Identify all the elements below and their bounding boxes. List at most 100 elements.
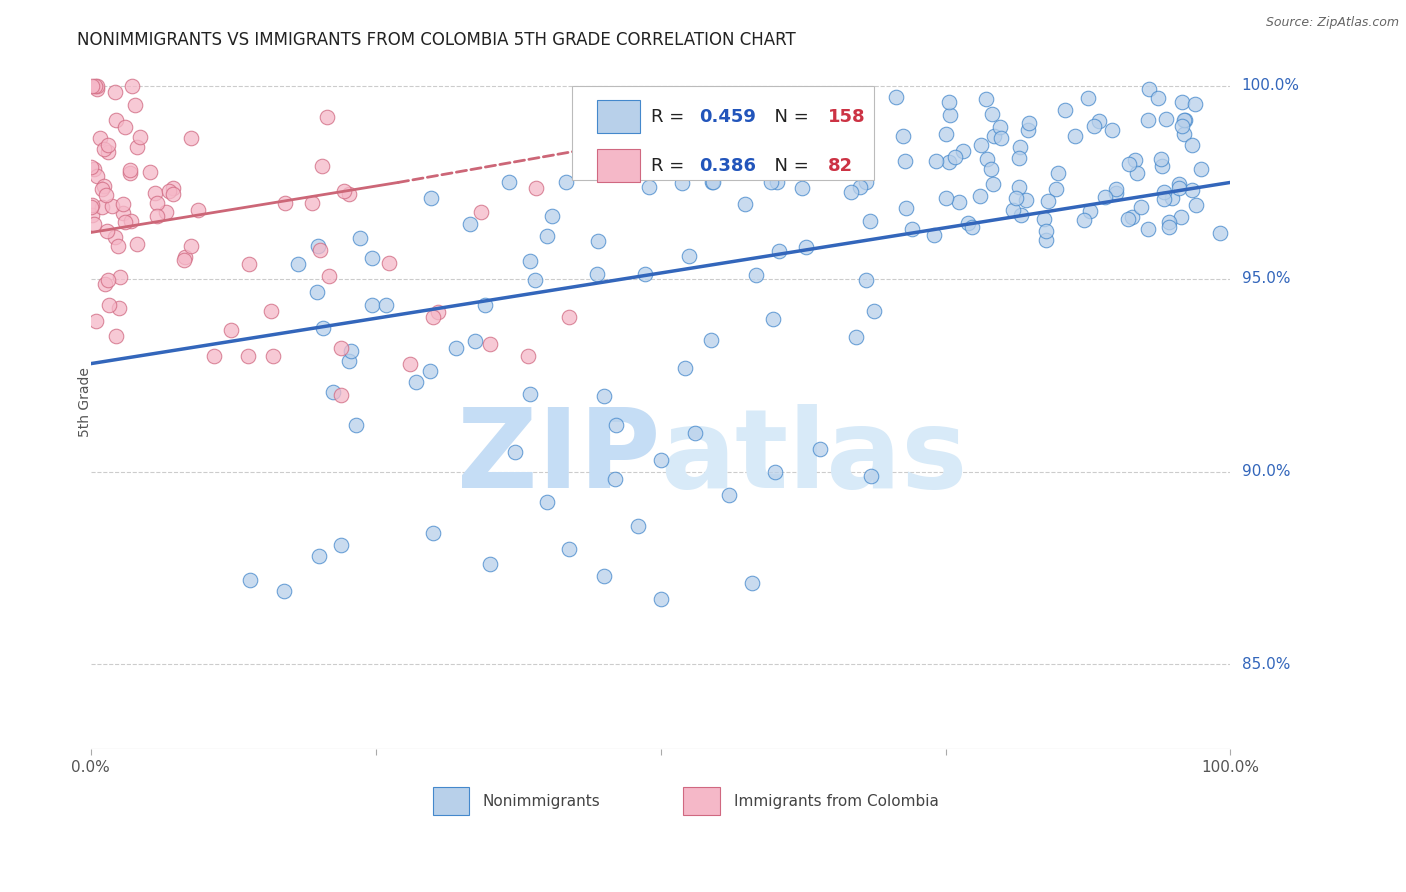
Point bbox=[333, 184, 356, 198]
Point bbox=[762, 312, 785, 326]
Point bbox=[938, 95, 960, 109]
Point bbox=[839, 186, 862, 200]
Point bbox=[862, 303, 884, 318]
Point bbox=[990, 130, 1012, 145]
Point bbox=[162, 181, 184, 195]
Point bbox=[558, 310, 581, 325]
Text: NONIMMIGRANTS VS IMMIGRANTS FROM COLOMBIA 5TH GRADE CORRELATION CHART: NONIMMIGRANTS VS IMMIGRANTS FROM COLOMBI… bbox=[77, 31, 796, 49]
Point bbox=[1083, 120, 1105, 134]
Point bbox=[80, 200, 103, 214]
Point bbox=[792, 181, 814, 195]
Point bbox=[312, 320, 335, 334]
Point bbox=[262, 349, 284, 363]
Point bbox=[104, 85, 127, 99]
Point bbox=[1168, 178, 1191, 192]
Point bbox=[1137, 82, 1160, 96]
Point bbox=[470, 204, 492, 219]
Text: R =: R = bbox=[651, 108, 690, 126]
Point bbox=[145, 186, 167, 200]
Point bbox=[1080, 204, 1102, 219]
Point bbox=[180, 239, 202, 253]
Point bbox=[330, 538, 353, 552]
Text: 0.459: 0.459 bbox=[699, 108, 756, 126]
Text: R =: R = bbox=[651, 156, 690, 175]
Point bbox=[464, 334, 486, 349]
Point bbox=[1171, 95, 1194, 109]
Point bbox=[1137, 113, 1160, 128]
Point bbox=[1094, 189, 1116, 203]
Point bbox=[884, 89, 907, 103]
Point bbox=[1121, 210, 1143, 224]
Point bbox=[349, 230, 371, 244]
Point bbox=[322, 385, 344, 400]
Point bbox=[1153, 192, 1175, 206]
Point bbox=[1116, 211, 1139, 226]
Point bbox=[1152, 160, 1174, 174]
Point bbox=[112, 197, 135, 211]
Point bbox=[339, 186, 361, 201]
Point bbox=[970, 138, 993, 153]
Point bbox=[311, 159, 333, 173]
Point bbox=[1126, 166, 1149, 180]
Text: atlas: atlas bbox=[661, 404, 967, 511]
Point bbox=[541, 209, 564, 223]
Point bbox=[94, 277, 117, 292]
Point bbox=[162, 186, 184, 201]
Point bbox=[337, 354, 360, 368]
Point bbox=[1045, 182, 1067, 196]
Point bbox=[1150, 153, 1173, 167]
Point bbox=[155, 205, 177, 219]
Point bbox=[112, 206, 135, 220]
Point bbox=[759, 175, 782, 189]
Point bbox=[94, 188, 117, 202]
Point bbox=[683, 426, 706, 441]
Point bbox=[107, 301, 129, 315]
Point bbox=[180, 130, 202, 145]
Point bbox=[948, 195, 970, 210]
FancyBboxPatch shape bbox=[433, 788, 470, 815]
Point bbox=[938, 154, 960, 169]
Point bbox=[974, 92, 997, 106]
Text: 100.0%: 100.0% bbox=[1241, 78, 1299, 94]
Point bbox=[340, 344, 363, 359]
Point bbox=[273, 584, 295, 599]
Point bbox=[605, 417, 627, 432]
Point bbox=[91, 201, 114, 215]
Point bbox=[1101, 123, 1123, 137]
Text: ZIP: ZIP bbox=[457, 404, 661, 511]
Point bbox=[627, 518, 650, 533]
Point bbox=[922, 227, 945, 242]
Point bbox=[592, 568, 614, 582]
Point bbox=[114, 120, 136, 134]
Point bbox=[1010, 208, 1032, 222]
Point bbox=[1002, 203, 1025, 218]
Point bbox=[901, 222, 924, 236]
Point bbox=[859, 213, 882, 227]
Point bbox=[80, 198, 103, 212]
Point bbox=[1168, 181, 1191, 195]
Point bbox=[187, 203, 209, 218]
Text: N =: N = bbox=[763, 108, 814, 126]
Point bbox=[1189, 161, 1212, 176]
Point bbox=[83, 78, 105, 93]
Point bbox=[894, 201, 917, 215]
Point bbox=[239, 573, 262, 587]
Point bbox=[422, 310, 444, 325]
Point bbox=[678, 249, 700, 263]
Point bbox=[845, 329, 868, 343]
Point bbox=[157, 184, 180, 198]
Point bbox=[346, 418, 368, 433]
Point bbox=[519, 253, 541, 268]
Point bbox=[650, 453, 672, 467]
Point bbox=[398, 357, 420, 371]
Point bbox=[260, 303, 283, 318]
Point bbox=[671, 176, 693, 190]
Point bbox=[1038, 194, 1060, 209]
Point bbox=[1173, 127, 1195, 141]
Point bbox=[120, 214, 142, 228]
Point bbox=[1157, 219, 1180, 234]
Point bbox=[274, 195, 297, 210]
Point bbox=[1153, 185, 1175, 199]
Point bbox=[97, 145, 120, 159]
Point bbox=[1105, 182, 1128, 196]
